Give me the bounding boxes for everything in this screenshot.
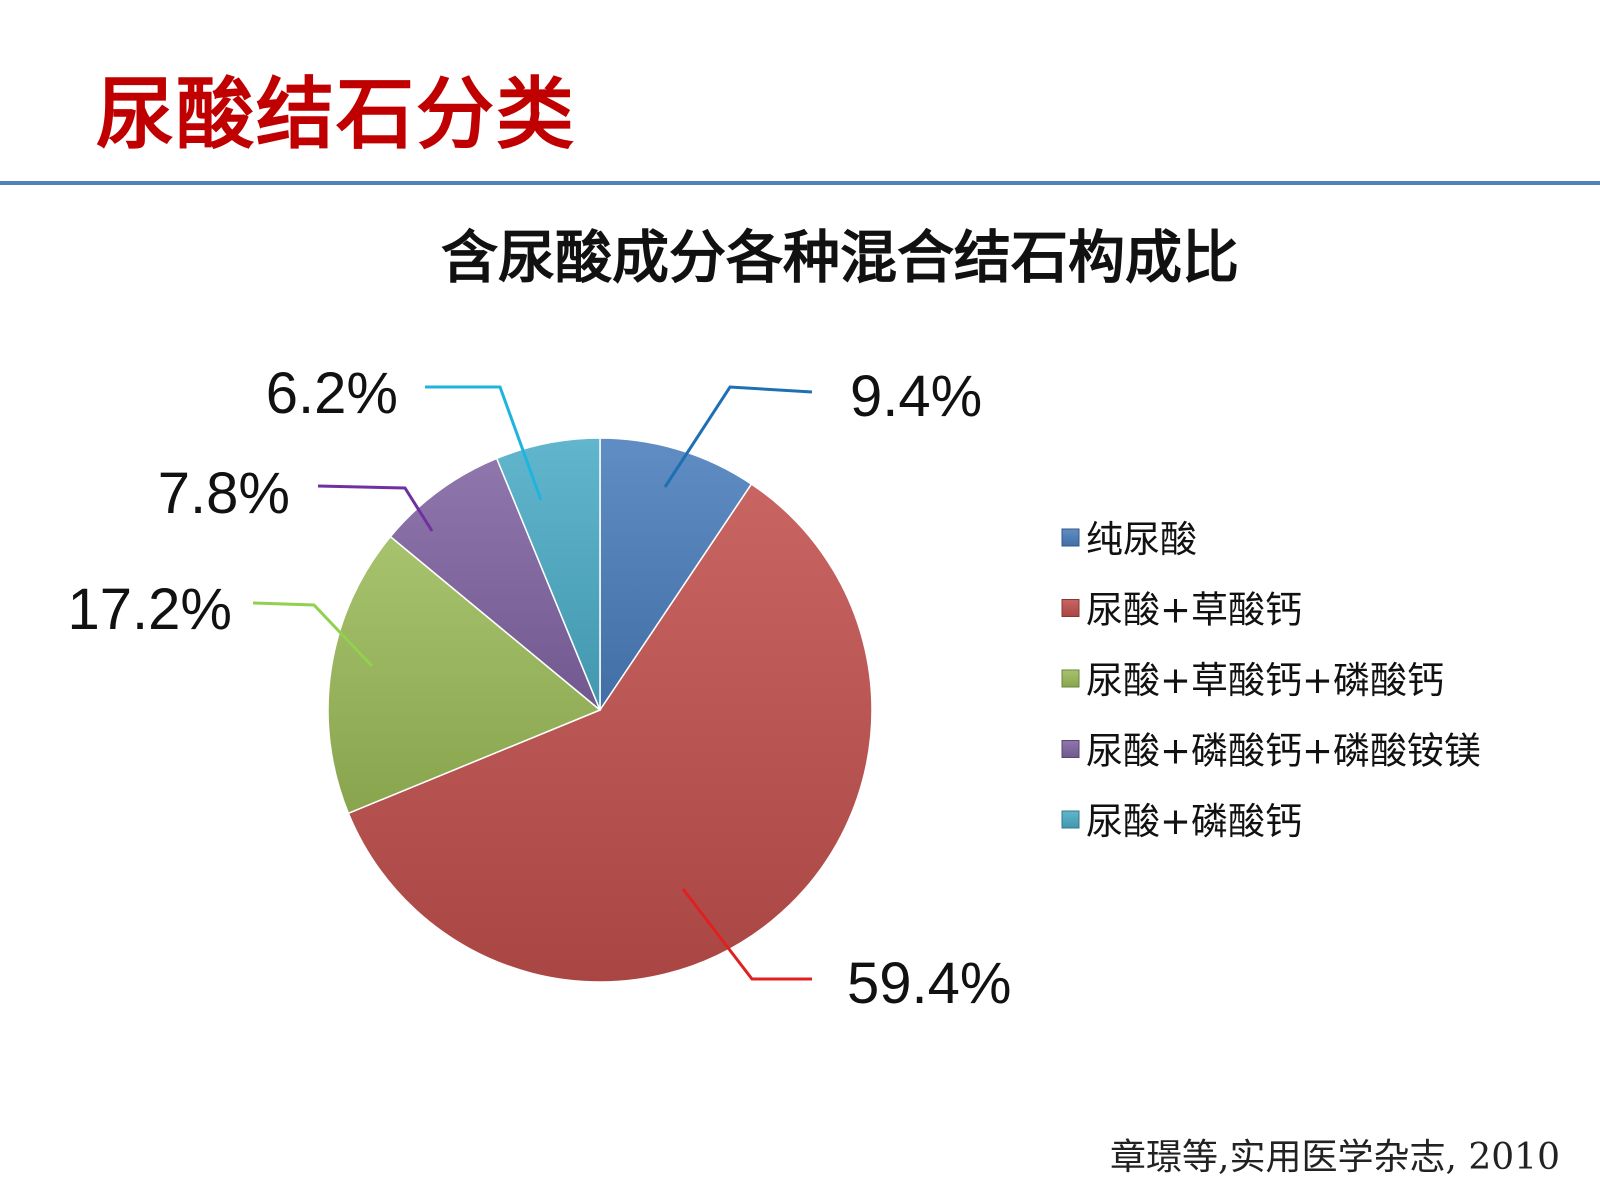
pie-slices [327,437,873,983]
data-labels: 9.4% 59.4% 17.2% 7.8% 6.2% [68,361,1012,1016]
pie-slice [599,437,753,713]
pie-slice [389,457,601,711]
citation: 章璟等,实用医学杂志, 2010 [1110,1137,1560,1178]
pie-slice [347,483,873,983]
data-label: 17.2% [68,577,232,642]
leader-line [317,484,434,532]
leader-line [252,601,374,668]
chart-title: 含尿酸成分各种混合结石构成比 [441,225,1239,291]
data-label: 7.8% [158,461,290,526]
legend-entry: 尿酸+草酸钙 [1086,589,1302,632]
pie-slice [327,535,602,815]
legend-entry: 尿酸+磷酸钙 [1086,800,1302,843]
legend-swatch [1061,669,1080,688]
leader-line [425,385,543,501]
legend-swatch [1061,599,1080,617]
title-divider [0,181,1600,185]
leader-line [663,385,813,488]
legend-entry: 尿酸+磷酸钙+磷酸铵镁 [1086,730,1481,773]
data-label: 9.4% [850,364,982,429]
legend-entry: 纯尿酸 [1086,518,1197,561]
data-label: 6.2% [266,361,398,426]
slide-title: 尿酸结石分类 [96,70,577,160]
legend-swatch [1061,528,1080,547]
legend-swatch [1061,740,1080,758]
data-label: 59.4% [847,951,1011,1016]
legend-entry: 尿酸+草酸钙+磷酸钙 [1086,659,1444,702]
pie-slice [495,437,601,711]
leader-line [681,888,812,981]
legend-swatch [1061,810,1080,829]
leader-lines [252,385,813,981]
